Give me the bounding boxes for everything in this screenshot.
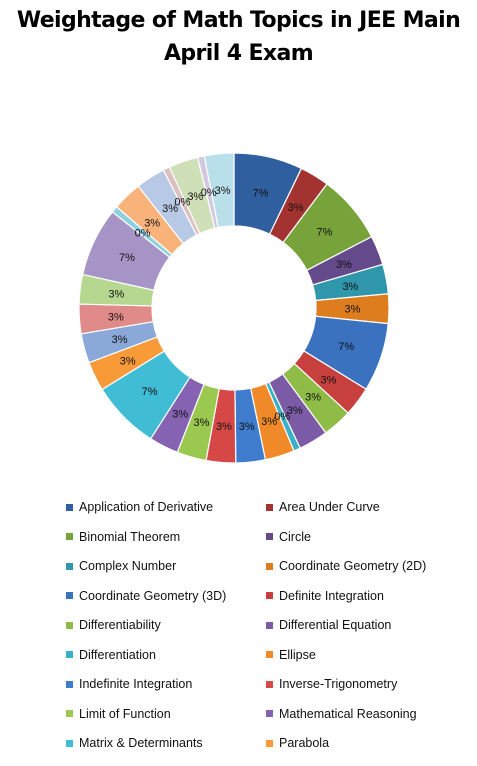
data-label-28: 0% bbox=[201, 187, 217, 199]
pie-slice-29 bbox=[203, 152, 235, 229]
data-label-22: 7% bbox=[119, 252, 135, 264]
data-label-25: 3% bbox=[162, 203, 178, 215]
legend-label: Application of Derivative bbox=[79, 500, 214, 514]
legend-swatch bbox=[266, 651, 273, 658]
chart-title: Weightage of Math Topics in JEE Main Apr… bbox=[0, 4, 477, 70]
legend-label: Parabola bbox=[279, 736, 330, 750]
legend-swatch bbox=[266, 621, 273, 629]
legend-label: Complex Number bbox=[79, 559, 177, 573]
legend-label: Binomial Theorem bbox=[79, 529, 181, 544]
legend-label: Coordinate Geometry (2D) bbox=[279, 559, 427, 573]
data-label-12: 3% bbox=[261, 416, 277, 428]
legend-item: Differentiation bbox=[66, 648, 156, 662]
legend-item: Definite Integration bbox=[266, 589, 384, 603]
data-label-13: 3% bbox=[239, 421, 255, 433]
data-label-29: 3% bbox=[215, 185, 231, 197]
legend-label: Differential Equation bbox=[279, 618, 392, 632]
data-label-14: 3% bbox=[216, 421, 232, 433]
donut-chart: 7%3%7%3%3%3%7%3%3%3%0%3%3%3%3%3%7%3%3%3%… bbox=[78, 152, 390, 464]
legend-label: Coordinate Geometry (3D) bbox=[79, 588, 227, 603]
legend-swatch bbox=[66, 651, 73, 658]
legend-swatch bbox=[266, 592, 273, 599]
legend-swatch bbox=[66, 503, 73, 511]
legend-item: Coordinate Geometry (3D) bbox=[66, 589, 226, 603]
data-label-19: 3% bbox=[112, 334, 128, 346]
data-label-21: 3% bbox=[108, 289, 124, 301]
data-label-3: 7% bbox=[316, 226, 332, 238]
data-label-15: 3% bbox=[194, 417, 210, 429]
legend-swatch bbox=[66, 533, 73, 540]
legend-item: Matrix & Determinants bbox=[66, 736, 203, 750]
data-label-17: 7% bbox=[142, 386, 158, 398]
legend-item: Circle bbox=[266, 530, 311, 544]
legend-item: Mathematical Reasoning bbox=[266, 707, 417, 721]
data-label-20: 3% bbox=[108, 311, 124, 323]
chart-title-text: Weightage of Math Topics in JEE Main Apr… bbox=[16, 8, 461, 66]
legend-label: Definite Integration bbox=[279, 588, 384, 603]
data-label-5: 3% bbox=[342, 281, 358, 293]
legend-swatch bbox=[266, 710, 273, 717]
data-label-24: 3% bbox=[144, 217, 160, 229]
legend-label: Differentiability bbox=[79, 618, 161, 632]
legend-item: Inverse-Trigonometry bbox=[266, 677, 397, 691]
legend-swatch bbox=[66, 621, 73, 629]
data-label-11: 0% bbox=[274, 411, 290, 423]
data-label-6: 3% bbox=[345, 304, 361, 316]
legend-item: Limit of Function bbox=[66, 707, 171, 721]
legend-swatch bbox=[66, 592, 73, 599]
legend-label: Inverse-Trigonometry bbox=[279, 677, 398, 691]
legend-item: Differential Equation bbox=[266, 618, 391, 632]
legend-item: Complex Number bbox=[66, 559, 176, 573]
legend-label: Indefinite Integration bbox=[79, 677, 193, 691]
data-label-9: 3% bbox=[305, 391, 321, 403]
legend-swatch bbox=[66, 739, 73, 747]
legend-item: Coordinate Geometry (2D) bbox=[266, 559, 426, 573]
legend-label: Area Under Curve bbox=[279, 500, 380, 514]
legend-item: Application of Derivative bbox=[66, 500, 213, 514]
data-label-1: 7% bbox=[252, 187, 268, 199]
legend-item: Indefinite Integration bbox=[66, 677, 192, 691]
legend-label: Mathematical Reasoning bbox=[279, 706, 417, 721]
legend-item: Ellipse bbox=[266, 648, 316, 662]
legend-swatch bbox=[266, 680, 273, 688]
legend-item: Binomial Theorem bbox=[66, 530, 180, 544]
legend-label: Differentiation bbox=[79, 647, 156, 662]
legend-swatch bbox=[66, 562, 73, 570]
data-label-18: 3% bbox=[120, 355, 136, 367]
legend-swatch bbox=[66, 710, 73, 717]
data-label-27: 3% bbox=[187, 191, 203, 203]
data-label-7: 7% bbox=[338, 341, 354, 353]
data-label-8: 3% bbox=[321, 374, 337, 386]
data-label-10: 3% bbox=[287, 405, 303, 417]
legend-label: Circle bbox=[279, 529, 311, 544]
legend-item: Area Under Curve bbox=[266, 500, 380, 514]
legend-label: Limit of Function bbox=[79, 706, 171, 721]
data-label-16: 3% bbox=[172, 409, 188, 421]
legend-swatch bbox=[66, 680, 73, 688]
legend-label: Matrix & Determinants bbox=[79, 736, 203, 750]
data-label-2: 3% bbox=[288, 202, 304, 214]
data-label-4: 3% bbox=[336, 259, 352, 271]
legend-item: Differentiability bbox=[66, 618, 161, 632]
data-label-23: 0% bbox=[135, 228, 151, 240]
data-label-26: 0% bbox=[174, 196, 190, 208]
legend-swatch bbox=[266, 562, 273, 570]
legend-swatch bbox=[266, 503, 273, 511]
legend-label: Ellipse bbox=[279, 647, 316, 662]
legend-swatch bbox=[266, 739, 273, 747]
legend-item: Parabola bbox=[266, 736, 329, 750]
legend-swatch bbox=[266, 533, 273, 540]
